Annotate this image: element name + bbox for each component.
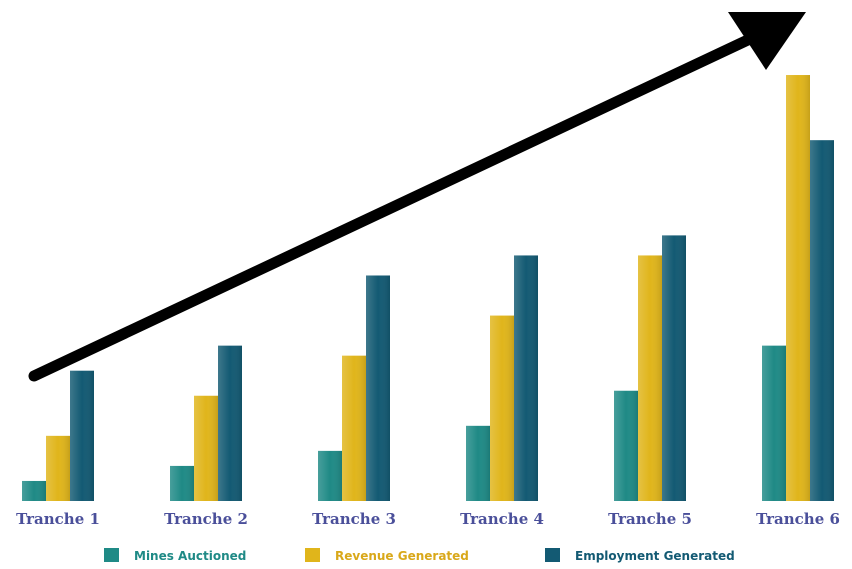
bars-layer	[22, 75, 834, 502]
legend-label-revenue-generated: Revenue Generated	[335, 549, 469, 563]
bar-shading	[786, 75, 810, 501]
x-tick-label: Tranche 3	[312, 510, 396, 528]
legend-swatch-revenue-generated	[305, 548, 320, 562]
bar-shading	[762, 345, 786, 501]
x-tick-label: Tranche 5	[608, 510, 692, 528]
bar-shading	[22, 480, 46, 501]
legend: Mines Auctioned Revenue Generated Employme…	[104, 548, 735, 563]
bar-shading	[662, 235, 686, 502]
bar-shading	[46, 435, 70, 501]
x-tick-label: Tranche 1	[16, 510, 100, 528]
trend-arrow-head	[728, 12, 806, 70]
legend-swatch-employment-generated	[545, 548, 560, 562]
trend-arrow	[28, 12, 806, 382]
bar-shading	[490, 315, 514, 501]
bar-shading	[70, 370, 94, 501]
x-tick-label: Tranche 2	[164, 510, 248, 528]
bar-shading	[218, 345, 242, 501]
x-tick-label: Tranche 4	[460, 510, 544, 528]
bar-shading	[366, 275, 390, 501]
bar-shading	[466, 425, 490, 501]
bar-shading	[170, 465, 194, 501]
bar-shading	[514, 255, 538, 501]
legend-swatch-mines-auctioned	[104, 548, 119, 562]
x-axis-tick-labels: Tranche 1 Tranche 2 Tranche 3 Tranche 4 Tran…	[16, 510, 840, 528]
bar-shading	[194, 395, 218, 501]
x-tick-label: Tranche 6	[756, 510, 840, 528]
legend-label-employment-generated: Employment Generated	[575, 549, 735, 563]
bar-shading	[638, 255, 662, 501]
bar-shading	[614, 390, 638, 501]
bar-shading	[318, 450, 342, 501]
legend-label-mines-auctioned: Mines Auctioned	[134, 549, 246, 563]
bar-shading	[810, 140, 834, 501]
trend-arrow-shaft	[28, 32, 758, 382]
bar-shading	[342, 355, 366, 501]
